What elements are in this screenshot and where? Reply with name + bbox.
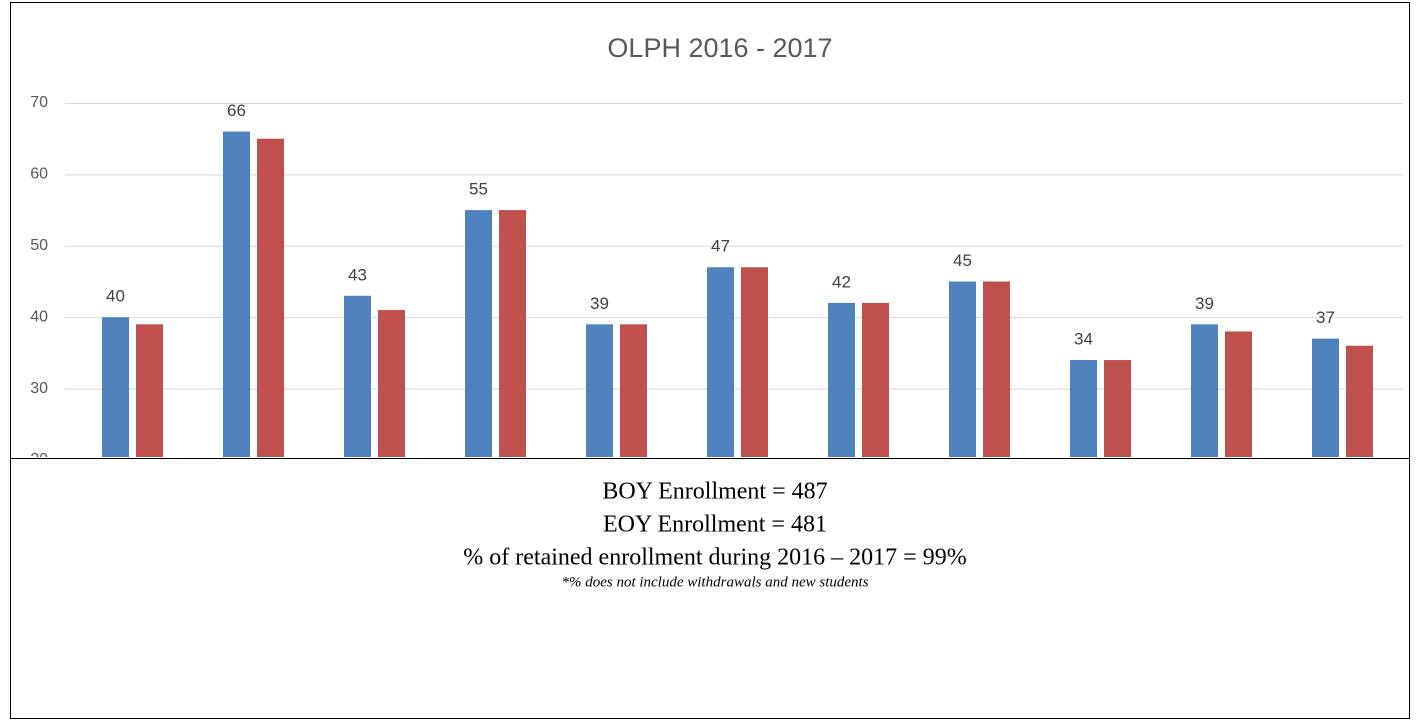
y-tick-label: 60 — [30, 166, 48, 183]
data-label: 66 — [227, 101, 246, 120]
bar — [136, 324, 163, 457]
bar — [1346, 345, 1373, 457]
bar — [741, 267, 768, 457]
bar — [862, 302, 889, 457]
bar — [949, 281, 976, 457]
note-line: BOY Enrollment = 487 — [602, 479, 827, 505]
y-tick-label: 50 — [30, 237, 48, 254]
bar — [828, 302, 855, 457]
bar — [465, 210, 492, 457]
data-label: 34 — [1074, 330, 1093, 349]
bar — [223, 131, 250, 457]
chart: OLPH 2016 - 2017 20 30 40 50 60 70 40 66 43 55 39 4… — [30, 33, 1403, 468]
data-label: 55 — [469, 180, 488, 199]
footnote: *% does not include withdrawals and new … — [561, 574, 868, 590]
y-tick-label: 70 — [30, 94, 48, 111]
bar — [586, 324, 613, 457]
data-label: 37 — [1316, 308, 1335, 327]
bar — [983, 281, 1010, 457]
data-label: 47 — [711, 237, 730, 256]
chart-title: OLPH 2016 - 2017 — [607, 33, 832, 63]
y-tick-label: 20 — [30, 451, 48, 468]
data-label: 43 — [348, 265, 367, 284]
frame — [10, 2, 1410, 719]
bar — [1070, 360, 1097, 457]
y-tick-label: 30 — [30, 380, 48, 397]
bar — [620, 324, 647, 457]
data-label: 40 — [106, 287, 125, 306]
y-tick-label: 40 — [30, 308, 48, 325]
note-line: EOY Enrollment = 481 — [603, 512, 827, 538]
data-label: 39 — [1195, 294, 1214, 313]
bar — [707, 267, 734, 457]
bar — [499, 210, 526, 457]
bar — [1104, 360, 1131, 457]
data-label: 45 — [953, 251, 972, 270]
bar — [1191, 324, 1218, 457]
data-label: 39 — [590, 294, 609, 313]
bar — [344, 295, 371, 457]
bar — [1312, 338, 1339, 457]
data-label: 42 — [832, 272, 851, 291]
note-line: % of retained enrollment during 2016 – 2… — [463, 545, 966, 571]
bar — [378, 310, 405, 457]
bar — [1225, 331, 1252, 457]
bar — [102, 317, 129, 457]
bar — [257, 138, 284, 457]
